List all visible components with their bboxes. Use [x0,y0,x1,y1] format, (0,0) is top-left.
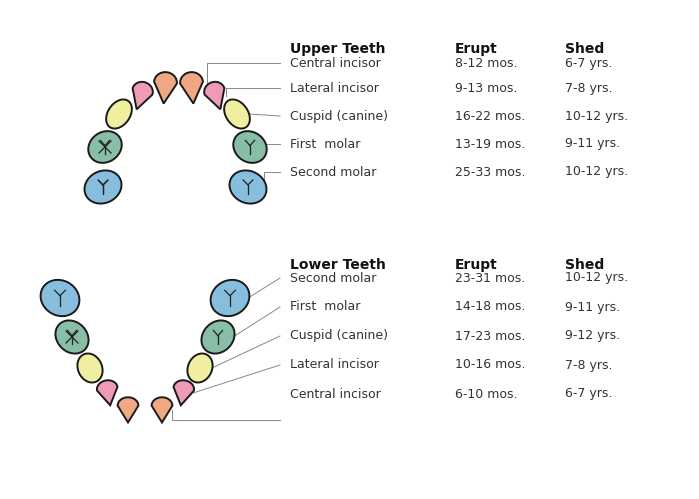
Text: 10-12 yrs.: 10-12 yrs. [565,166,628,179]
Text: Upper Teeth: Upper Teeth [290,42,386,56]
Text: 8-12 mos.: 8-12 mos. [455,56,517,69]
Polygon shape [180,72,203,103]
Text: Cuspid (canine): Cuspid (canine) [290,109,388,122]
Text: Shed: Shed [565,42,604,56]
Polygon shape [88,131,122,163]
Text: 14-18 mos.: 14-18 mos. [455,300,526,313]
Text: 9-11 yrs.: 9-11 yrs. [565,300,620,313]
Text: 9-13 mos.: 9-13 mos. [455,81,517,94]
Text: 23-31 mos.: 23-31 mos. [455,271,525,284]
Text: Lateral incisor: Lateral incisor [290,358,379,371]
Text: First  molar: First molar [290,300,361,313]
Text: 10-12 yrs.: 10-12 yrs. [565,109,628,122]
Text: Central incisor: Central incisor [290,388,381,401]
Text: Second molar: Second molar [290,166,376,179]
Polygon shape [204,82,224,109]
Polygon shape [154,72,177,103]
Text: 17-23 mos.: 17-23 mos. [455,329,526,342]
Text: 9-12 yrs.: 9-12 yrs. [565,329,620,342]
Text: 6-7 yrs.: 6-7 yrs. [565,388,612,401]
Polygon shape [210,280,250,316]
Text: Lower Teeth: Lower Teeth [290,258,386,272]
Polygon shape [233,131,267,163]
Text: Erupt: Erupt [455,258,498,272]
Text: Erupt: Erupt [455,42,498,56]
Text: 7-8 yrs.: 7-8 yrs. [565,81,612,94]
Polygon shape [224,99,250,129]
Text: Cuspid (canine): Cuspid (canine) [290,329,388,342]
Text: 9-11 yrs.: 9-11 yrs. [565,138,620,151]
Polygon shape [41,280,80,316]
Polygon shape [133,82,153,109]
Text: 7-8 yrs.: 7-8 yrs. [565,358,612,371]
Polygon shape [201,320,235,354]
Text: Second molar: Second molar [290,271,376,284]
Text: Lateral incisor: Lateral incisor [290,81,379,94]
Polygon shape [117,397,138,423]
Text: 6-10 mos.: 6-10 mos. [455,388,517,401]
Text: 25-33 mos.: 25-33 mos. [455,166,526,179]
Polygon shape [97,380,117,405]
Text: Shed: Shed [565,258,604,272]
Polygon shape [187,353,212,383]
Text: 10-12 yrs.: 10-12 yrs. [565,271,628,284]
Polygon shape [106,99,132,129]
Text: 10-16 mos.: 10-16 mos. [455,358,526,371]
Polygon shape [152,397,173,423]
Polygon shape [85,171,122,204]
Text: Central incisor: Central incisor [290,56,381,69]
Text: 16-22 mos.: 16-22 mos. [455,109,525,122]
Text: 13-19 mos.: 13-19 mos. [455,138,525,151]
Polygon shape [55,320,89,354]
Polygon shape [78,353,103,383]
Text: First  molar: First molar [290,138,361,151]
Polygon shape [173,380,194,405]
Polygon shape [229,171,266,204]
Text: 6-7 yrs.: 6-7 yrs. [565,56,612,69]
